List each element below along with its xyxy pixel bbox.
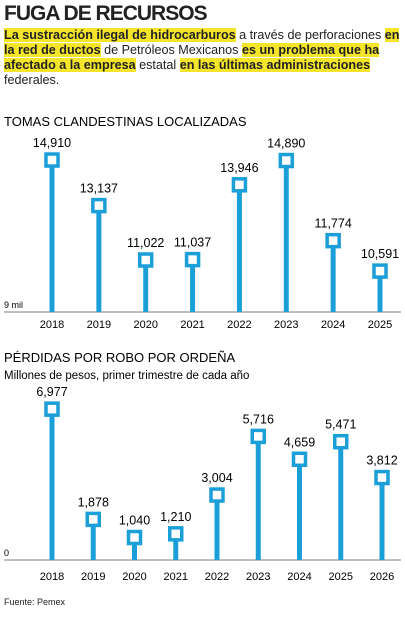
value-label: 11,774: [314, 217, 351, 231]
x-tick-label: 2018: [40, 319, 64, 331]
value-label: 11,037: [174, 236, 211, 250]
value-label: 5,471: [325, 418, 356, 432]
x-tick-label: 2019: [87, 319, 111, 331]
chart-title: PÉRDIDAS POR ROBO POR ORDEÑA: [4, 350, 235, 365]
marker: [85, 511, 101, 528]
value-label: 5,716: [243, 412, 274, 426]
marker: [291, 451, 308, 468]
marker: [168, 526, 184, 542]
marker: [184, 251, 201, 268]
highlighted-text: en las últimas administraciones: [179, 58, 371, 72]
bar: [132, 537, 137, 560]
bar: [190, 259, 196, 312]
x-tick-label: 2021: [180, 319, 204, 331]
marker: [333, 433, 349, 450]
bar: [338, 441, 344, 560]
x-tick-label: 2023: [274, 319, 298, 331]
bar: [297, 459, 302, 560]
page-title: FUGA DE RECURSOS: [4, 2, 208, 25]
x-tick-label: 2019: [81, 571, 105, 583]
bar: [255, 436, 261, 560]
bar: [143, 260, 149, 312]
bar: [377, 271, 383, 312]
x-tick-label: 2021: [164, 571, 188, 583]
bar: [96, 205, 102, 312]
value-label: 4,659: [284, 435, 315, 449]
y-tick-label: 0: [4, 548, 9, 558]
bar: [283, 160, 289, 312]
value-label: 11,022: [127, 236, 164, 250]
chart-subtitle: Millones de pesos, primer trimestre de c…: [4, 370, 249, 382]
bar: [90, 519, 96, 560]
highlighted-text: La sustracción ilegal de hidrocarburos: [4, 28, 236, 42]
value-label: 10,591: [361, 247, 399, 261]
x-tick-label: 2026: [370, 571, 394, 583]
value-label: 14,910: [33, 136, 71, 150]
x-tick-label: 2022: [205, 571, 229, 583]
bar: [330, 240, 336, 312]
header: FUGA DE RECURSOS La sustracción ilegal d…: [4, 2, 402, 88]
value-label: 3,812: [366, 454, 397, 468]
intro: La sustracción ilegal de hidrocarburos a…: [4, 28, 402, 88]
value-label: 1,040: [119, 514, 150, 528]
marker: [250, 428, 266, 445]
x-tick-label: 2025: [368, 319, 392, 331]
intro-text: a través de perforaciones: [235, 28, 385, 42]
bar: [236, 184, 242, 312]
marker: [137, 252, 154, 268]
marker: [91, 197, 107, 214]
x-tick-label: 2025: [329, 571, 353, 583]
bar: [49, 160, 55, 312]
x-tick-label: 2020: [133, 319, 157, 331]
bar: [49, 409, 55, 560]
bar: [379, 477, 385, 560]
bar: [214, 495, 220, 560]
x-tick-label: 2023: [246, 571, 270, 583]
x-tick-label: 2018: [40, 571, 64, 583]
marker: [374, 469, 390, 486]
intro-text: federales.: [4, 73, 60, 87]
intro-text: de Petróleos Mexicanos: [100, 43, 242, 57]
marker: [278, 152, 295, 169]
source: Fuente: Pemex: [4, 597, 66, 607]
y-tick-label: 9 mil: [4, 300, 23, 310]
value-label: 1,210: [160, 510, 191, 524]
x-tick-label: 2020: [122, 571, 146, 583]
value-label: 13,137: [80, 182, 118, 196]
value-label: 3,004: [201, 471, 232, 485]
value-label: 13,946: [220, 161, 258, 175]
marker: [325, 232, 341, 249]
marker: [231, 177, 248, 193]
marker: [44, 401, 60, 417]
marker: [44, 152, 60, 168]
bar: [173, 533, 179, 560]
chart-title: TOMAS CLANDESTINAS LOCALIZADAS: [4, 114, 247, 129]
value-label: 14,890: [267, 137, 305, 151]
value-label: 1,878: [78, 495, 109, 509]
marker: [372, 263, 388, 279]
x-tick-label: 2024: [287, 571, 311, 583]
marker: [209, 487, 225, 503]
intro-text: estatal: [135, 58, 180, 72]
marker: [126, 529, 143, 546]
x-tick-label: 2022: [227, 319, 251, 331]
x-tick-label: 2024: [321, 319, 345, 331]
value-label: 6,977: [36, 385, 67, 399]
